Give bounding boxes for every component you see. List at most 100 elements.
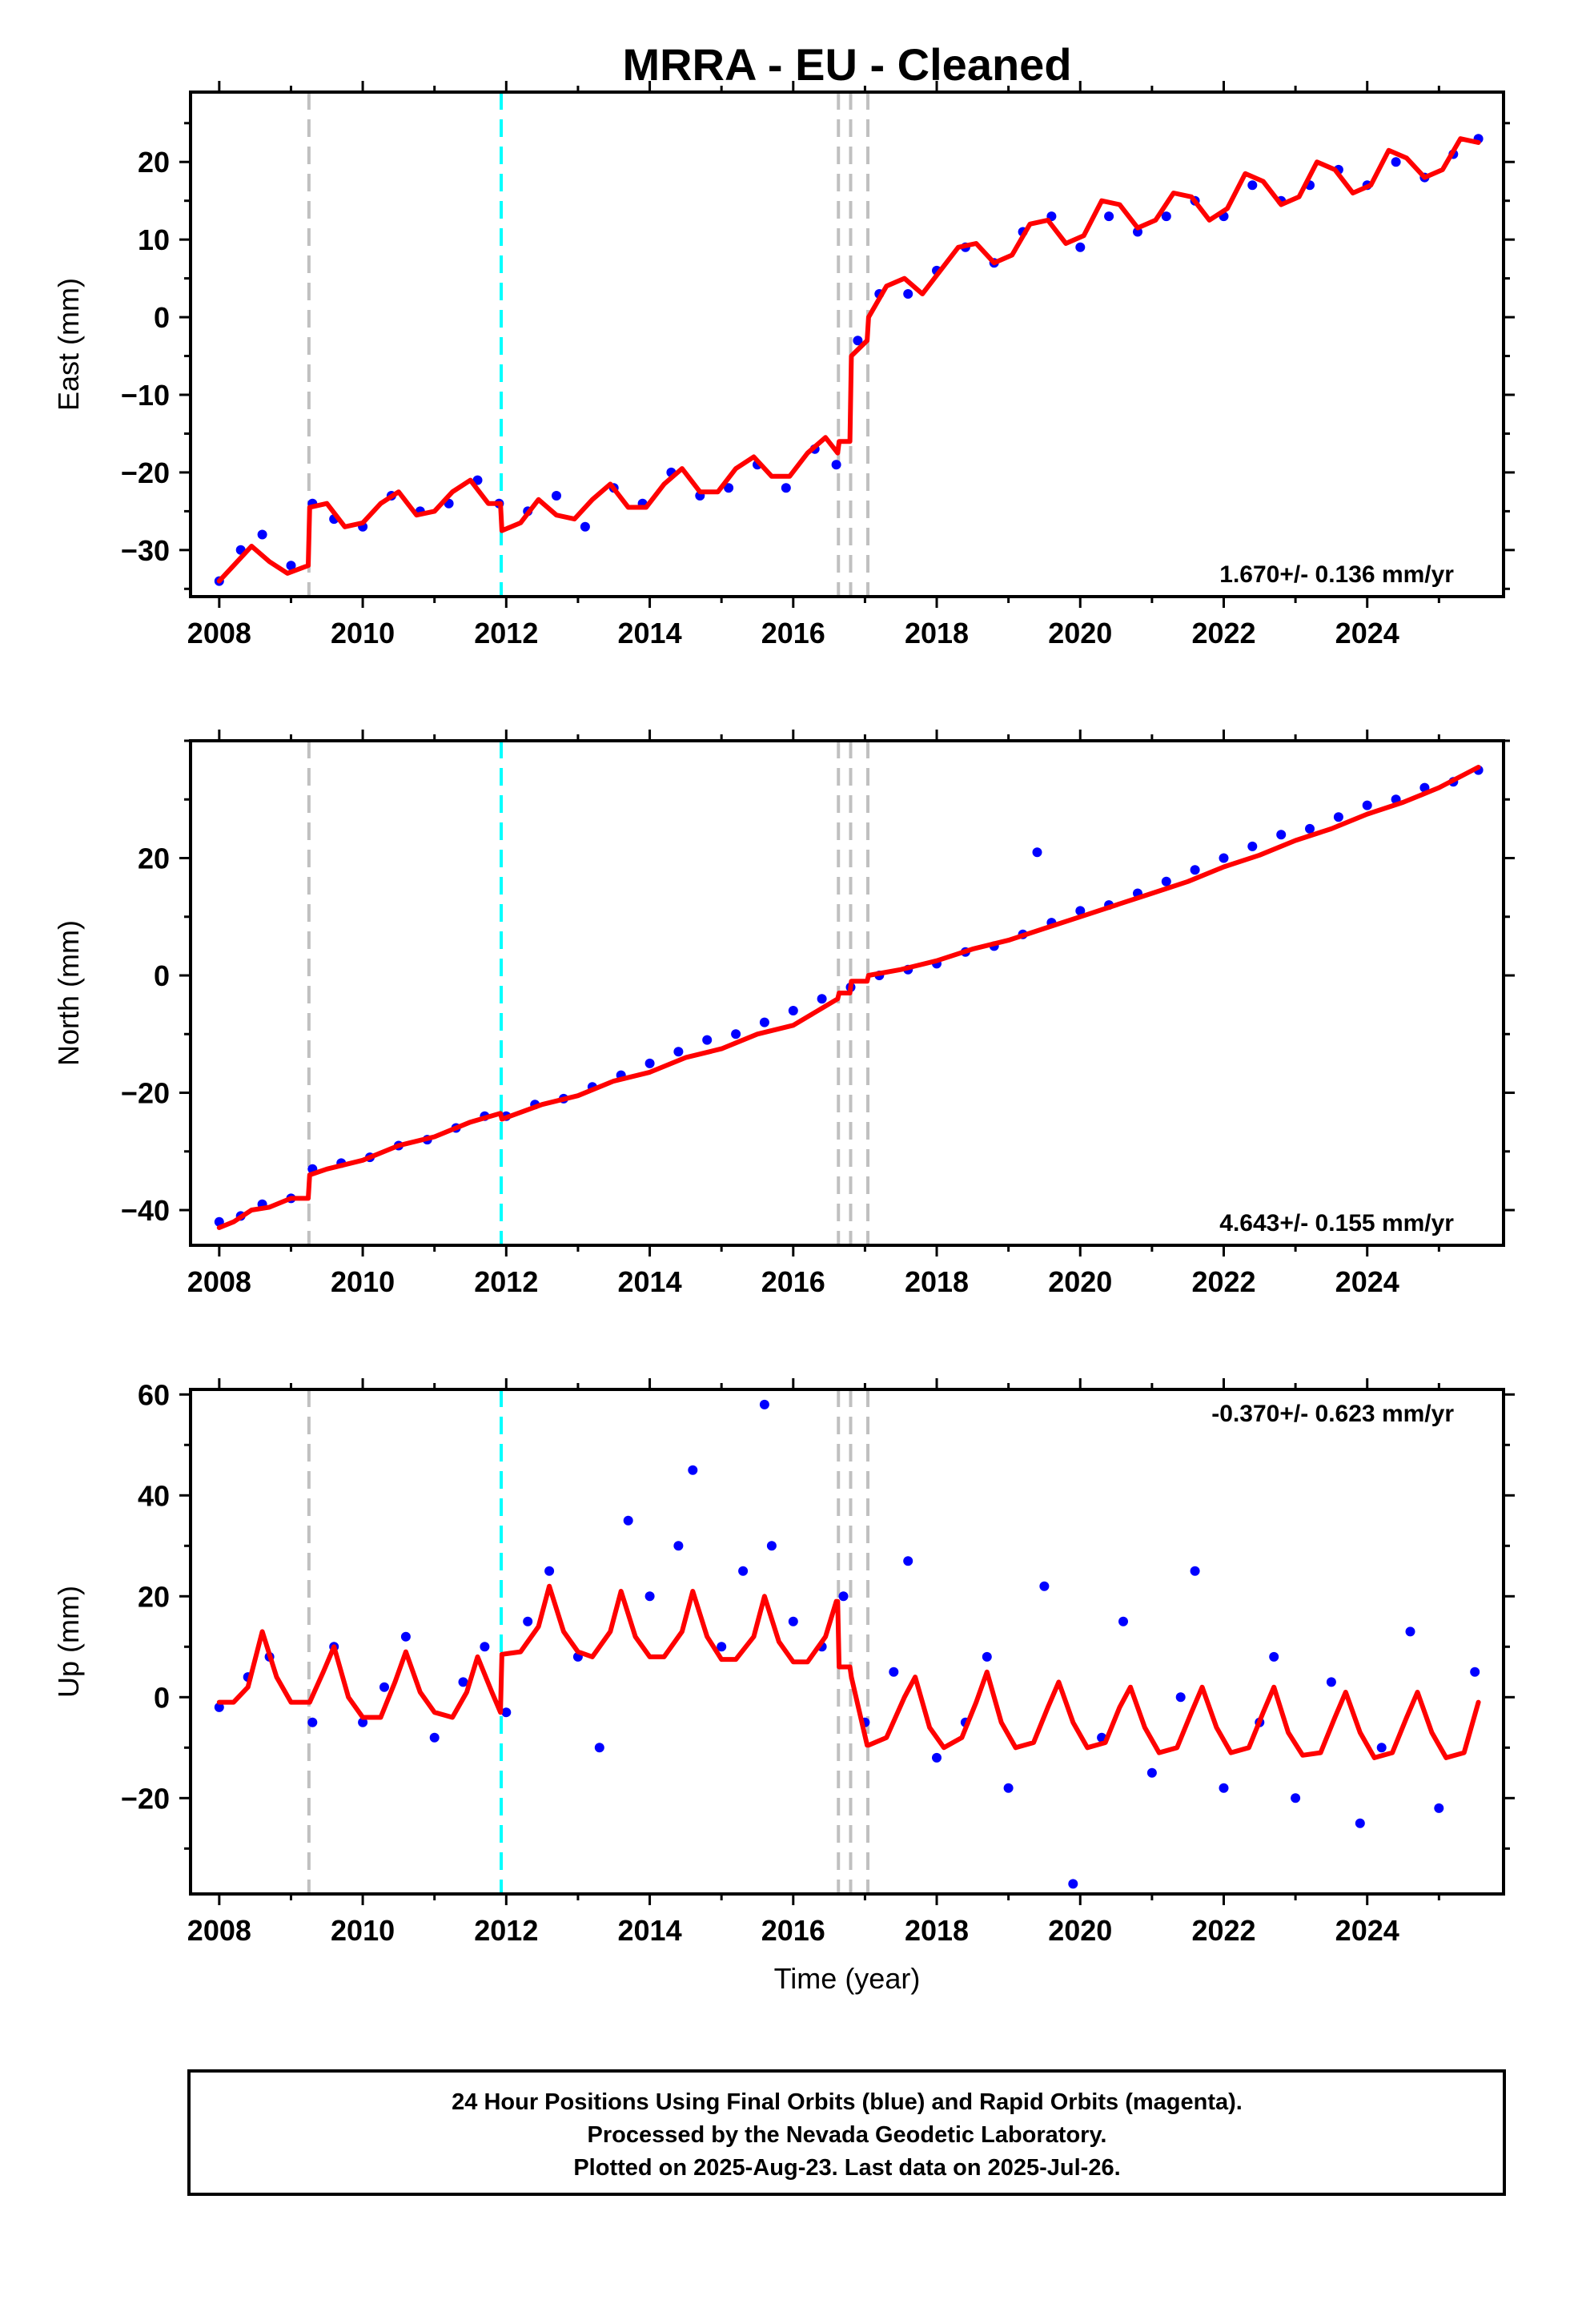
north-x-tick-label: 2014 <box>618 1265 682 1298</box>
up-data-point <box>1376 1743 1387 1753</box>
east-plot-frame <box>189 90 1505 598</box>
up-plot-frame <box>189 1388 1505 1896</box>
north-data-point <box>1333 812 1343 822</box>
up-data-point <box>1190 1566 1200 1576</box>
up-data-point <box>1434 1803 1444 1813</box>
east-data-point <box>903 289 913 299</box>
east-rate-label: 1.670+/- 0.136 mm/yr <box>1219 561 1454 588</box>
north-data-point <box>817 994 827 1004</box>
east-y-axis-label: East (mm) <box>52 278 85 411</box>
east-data-point <box>1161 211 1171 222</box>
up-data-point <box>379 1682 389 1692</box>
up-data-point <box>889 1667 899 1677</box>
north-data-point <box>1362 800 1372 810</box>
panel-east: 2008 2010 2012 2014 2016 2018 2020 2022 2024−30−… <box>52 81 1515 649</box>
up-x-tick-label: 2010 <box>331 1914 395 1947</box>
panel-north: 2008 2010 2012 2014 2016 2018 2020 2022 2024 −40 −… <box>52 730 1515 1298</box>
up-y-tick-label: 40 <box>138 1479 170 1512</box>
up-x-tick-label: 2016 <box>761 1914 825 1947</box>
north-x-tick-label: 2020 <box>1048 1265 1112 1298</box>
north-data-point <box>1305 823 1315 834</box>
up-x-tick-label: 2008 <box>187 1914 251 1947</box>
up-x-tick-label: 2024 <box>1335 1914 1399 1947</box>
east-x-tick-label: 2010 <box>331 617 395 649</box>
up-data-point <box>838 1591 849 1602</box>
north-data-point <box>1276 830 1287 840</box>
up-data-point <box>307 1717 318 1727</box>
north-x-tick-label: 2024 <box>1335 1265 1399 1298</box>
north-data-point <box>1219 853 1229 863</box>
up-data-point <box>1068 1879 1078 1889</box>
north-plot-frame <box>189 739 1505 1247</box>
up-model-line <box>216 1583 1481 1760</box>
east-data-point <box>1391 157 1401 167</box>
up-x-tick-label: 2020 <box>1048 1914 1112 1947</box>
north-data-point <box>788 1006 798 1015</box>
east-model-line <box>216 136 1481 584</box>
up-data-point <box>1326 1677 1336 1687</box>
up-data-point <box>1146 1767 1157 1778</box>
up-data-point <box>544 1566 555 1576</box>
north-data-point <box>731 1029 741 1039</box>
up-data-point <box>1355 1818 1365 1828</box>
north-y-tick-label: −40 <box>121 1194 170 1227</box>
up-data-point <box>717 1642 727 1652</box>
figure-title: MRRA - EU - Cleaned <box>622 39 1071 90</box>
footer-box: 24 Hour Positions Using Final Orbits (bl… <box>187 2069 1506 2196</box>
up-x-tick-label: 2014 <box>618 1914 682 1947</box>
up-y-tick-label: −20 <box>121 1782 170 1815</box>
east-data-point <box>1104 211 1114 222</box>
up-data-point <box>688 1465 698 1475</box>
north-x-tick-label: 2010 <box>331 1265 395 1298</box>
up-data-point <box>400 1631 411 1642</box>
up-data-point <box>594 1743 604 1753</box>
up-y-axis-label: Up (mm) <box>52 1586 85 1698</box>
up-data-point <box>788 1616 798 1626</box>
up-rate-label: -0.370+/- 0.623 mm/yr <box>1211 1401 1454 1427</box>
up-data-point <box>458 1677 468 1687</box>
north-x-tick-label: 2012 <box>474 1265 538 1298</box>
footer-line-1: 24 Hour Positions Using Final Orbits (bl… <box>452 2089 1243 2115</box>
footer-border <box>187 2069 1506 2196</box>
up-x-tick-label: 2012 <box>474 1914 538 1947</box>
up-data-point <box>1118 1616 1128 1626</box>
east-data-point <box>552 491 561 501</box>
up-data-point <box>1175 1692 1186 1703</box>
up-data-point <box>429 1732 440 1743</box>
east-data-point <box>724 483 734 493</box>
east-data-point <box>580 521 590 532</box>
up-data-point <box>1291 1793 1301 1803</box>
north-data-point <box>1161 876 1171 887</box>
footer-line-2: Processed by the Nevada Geodetic Laborat… <box>588 2122 1107 2148</box>
north-y-tick-label: −20 <box>121 1077 170 1110</box>
east-data-point <box>831 460 841 470</box>
north-rate-label: 4.643+/- 0.155 mm/yr <box>1219 1210 1454 1236</box>
up-y-tick-label: 60 <box>138 1378 170 1411</box>
east-y-tick-label: −20 <box>121 456 170 489</box>
north-data-point <box>644 1058 655 1068</box>
north-data-point <box>1190 865 1200 875</box>
up-data-point <box>480 1642 490 1652</box>
east-x-tick-label: 2016 <box>761 617 825 649</box>
north-data-point <box>1247 841 1258 851</box>
up-data-point <box>982 1651 992 1662</box>
up-data-point <box>1219 1783 1229 1793</box>
north-x-tick-label: 2016 <box>761 1265 825 1298</box>
north-y-tick-label: 20 <box>138 842 170 875</box>
up-data-point <box>738 1566 749 1576</box>
east-y-tick-label: 0 <box>154 301 170 334</box>
east-x-tick-label: 2008 <box>187 617 251 649</box>
up-x-tick-label: 2022 <box>1191 1914 1255 1947</box>
east-data-point <box>1075 242 1086 252</box>
east-x-tick-label: 2022 <box>1191 617 1255 649</box>
north-model-line <box>216 765 1481 1230</box>
east-y-tick-label: −30 <box>121 534 170 567</box>
north-x-tick-label: 2022 <box>1191 1265 1255 1298</box>
east-x-tick-label: 2012 <box>474 617 538 649</box>
up-data-point <box>766 1541 777 1551</box>
up-data-point <box>1470 1667 1480 1677</box>
up-y-tick-label: 20 <box>138 1580 170 1613</box>
north-y-axis-label: North (mm) <box>52 920 85 1066</box>
